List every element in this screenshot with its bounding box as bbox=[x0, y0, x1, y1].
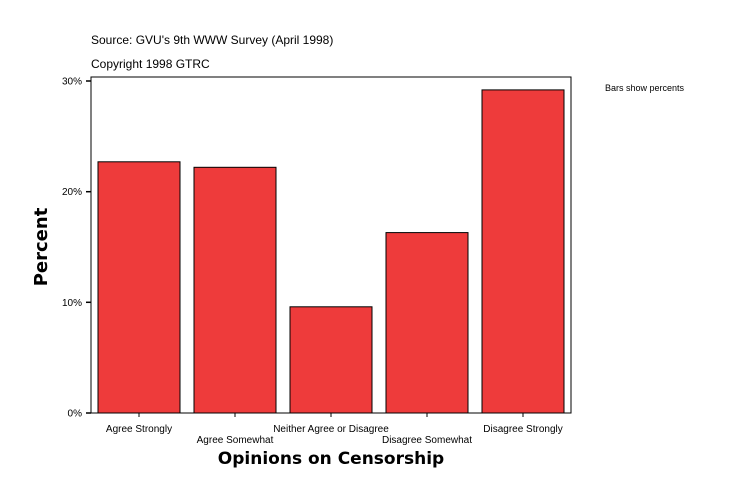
x-tick-label: Disagree Somewhat bbox=[382, 435, 472, 446]
chart-copyright: Copyright 1998 GTRC bbox=[91, 57, 210, 71]
x-tick-label: Disagree Strongly bbox=[483, 424, 562, 435]
y-tick-label: 10% bbox=[62, 298, 82, 309]
chart-note: Bars show percents bbox=[605, 83, 685, 93]
x-tick-label: Neither Agree or Disagree bbox=[273, 424, 389, 435]
y-axis: 0% 10% 20% 30% bbox=[62, 77, 91, 420]
bar-disagree-somewhat bbox=[385, 232, 469, 414]
x-axis-title: Opinions on Censorship bbox=[218, 449, 444, 469]
y-tick-label: 0% bbox=[68, 409, 83, 420]
plot-frame bbox=[90, 76, 572, 414]
x-tick-label: Agree Somewhat bbox=[197, 435, 274, 446]
chart-source: Source: GVU's 9th WWW Survey (April 1998… bbox=[91, 33, 334, 47]
bar-agree-somewhat bbox=[193, 166, 277, 414]
bar-disagree-strongly bbox=[481, 89, 565, 414]
y-tick-label: 30% bbox=[62, 77, 82, 88]
y-tick-label: 20% bbox=[62, 187, 82, 198]
bar-agree-strongly bbox=[97, 161, 181, 414]
x-tick-label: Agree Strongly bbox=[106, 424, 172, 435]
bar-neither-agree-or-disagree bbox=[289, 306, 373, 414]
y-axis-title: Percent bbox=[31, 207, 52, 286]
bars-group bbox=[97, 89, 565, 414]
